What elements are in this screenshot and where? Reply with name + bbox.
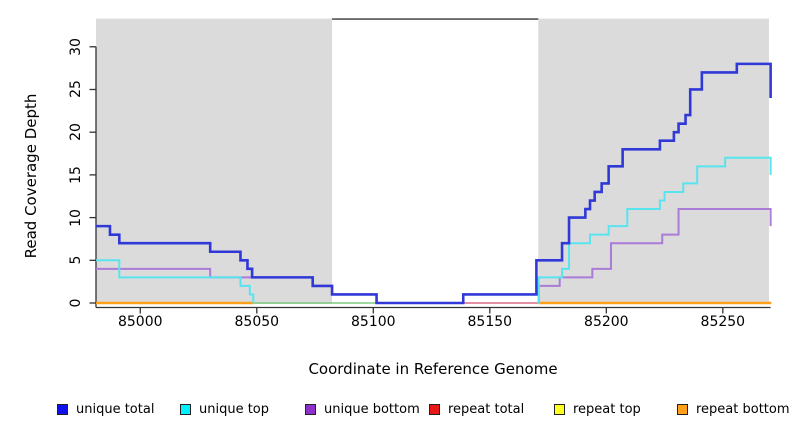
series-line-unique-top [537,156,772,304]
legend-swatch-icon [677,403,688,415]
legend-label: unique top [199,401,270,417]
y-tick-label-text: 15 [68,165,84,184]
series-line-unique-bottom [537,208,772,304]
shaded-region [538,18,769,304]
legend-item-repeat-bottom: repeat bottom [677,401,790,417]
legend-label: unique bottom [324,401,420,417]
legend-label: unique total [76,401,155,417]
legend-label: repeat bottom [696,401,790,417]
legend-swatch-icon [57,403,68,415]
legend-item-repeat-total: repeat total [429,401,525,417]
series-line-unique-top [96,259,255,303]
legend-label: repeat total [448,401,525,417]
legend-item-unique-total: unique total [57,401,155,417]
x-tick-label: 85000 [117,314,163,330]
x-tick-label: 85100 [351,314,396,330]
x-tick-label: 85150 [467,314,513,330]
legend-item-unique-top: unique top [180,401,270,417]
legend-swatch-icon [180,403,191,415]
x-axis-title: Coordinate in Reference Genome [308,360,558,378]
y-tick-label-text: 10 [68,208,84,227]
y-tick-label-text: 5 [68,255,84,265]
y-axis-title-text: Read Coverage Depth [22,93,40,259]
legend-swatch-icon [554,403,565,415]
y-tick-label-text: 30 [68,37,84,56]
x-tick-label: 85050 [234,314,280,330]
y-tick-label-text: 20 [68,123,84,142]
x-tick-label: 85250 [700,314,746,330]
legend-label: repeat top [573,401,641,417]
x-tick-label: 85200 [584,314,629,330]
y-tick-label-text: 0 [68,298,84,308]
legend-item-repeat-top: repeat top [554,401,641,417]
legend-item-unique-bottom: unique bottom [305,401,420,417]
y-tick-label-text: 25 [68,80,84,99]
legend-swatch-icon [429,403,440,415]
shaded-region [96,18,333,304]
legend-swatch-icon [305,403,316,415]
series-line-unique-total [96,62,772,305]
